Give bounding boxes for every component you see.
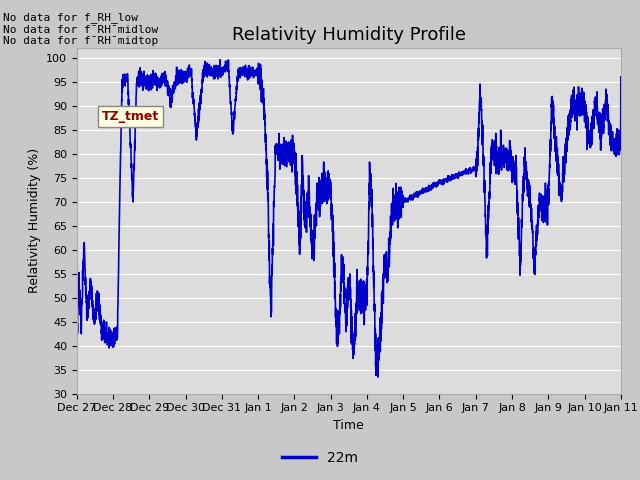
Text: TZ_tmet: TZ_tmet bbox=[102, 110, 159, 123]
Title: Relativity Humidity Profile: Relativity Humidity Profile bbox=[232, 25, 466, 44]
X-axis label: Time: Time bbox=[333, 419, 364, 432]
Text: No data for f_RH_low
No data for f¯RH¯midlow
No data for f¯RH¯midtop: No data for f_RH_low No data for f¯RH¯mi… bbox=[3, 12, 159, 46]
Legend: 22m: 22m bbox=[276, 445, 364, 471]
Y-axis label: Relativity Humidity (%): Relativity Humidity (%) bbox=[28, 148, 40, 293]
